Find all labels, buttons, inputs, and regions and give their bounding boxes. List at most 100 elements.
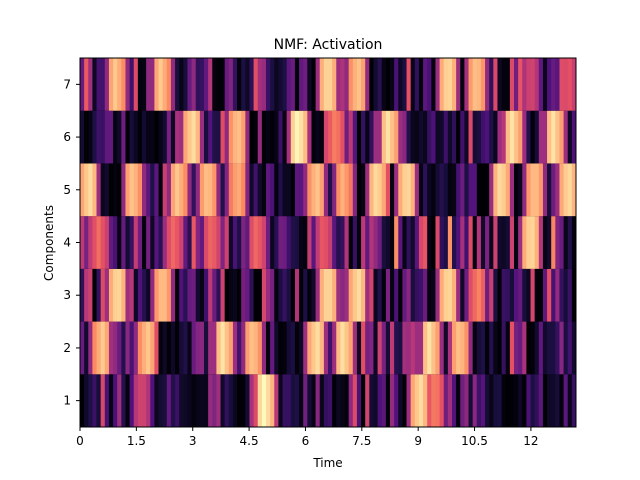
heatmap-cell [224,374,230,427]
heatmap-cell [480,163,486,217]
heatmap-cell [480,268,486,322]
heatmap-cell [303,163,308,217]
heatmap-cell [559,58,564,111]
heatmap-cell [294,163,300,217]
heatmap-cell [133,321,139,375]
heatmap-cell [332,216,337,269]
heatmap-cell [129,268,135,322]
heatmap-cell [125,268,130,322]
heatmap-cell [104,110,110,164]
heatmap-cell [460,374,465,427]
heatmap-cell [170,58,176,111]
heatmap-cell [129,321,135,375]
heatmap-cell [328,268,333,322]
heatmap-cell [237,374,242,427]
heatmap-cell [559,374,564,427]
heatmap-cell [183,321,188,375]
heatmap-cell [212,58,217,111]
x-tick-label: 9 [414,434,422,448]
heatmap-cell [497,163,502,217]
heatmap-cell [117,163,122,217]
heatmap-cell [472,374,478,427]
heatmap-cell [452,163,457,217]
heatmap-cell [547,110,552,164]
heatmap-cell [443,374,449,427]
heatmap-cell [542,268,548,322]
heatmap-cell [348,58,354,111]
heatmap-cell [547,268,552,322]
heatmap-cell [108,58,114,111]
heatmap-cell [142,374,147,427]
heatmap-cell [88,321,93,375]
heatmap-cell [158,110,164,164]
heatmap-cell [96,321,102,375]
heatmap-cell [274,268,279,322]
heatmap-cell [113,110,118,164]
heatmap-cell [204,268,209,322]
heatmap-cell [559,163,564,217]
heatmap-cell [311,216,316,269]
heatmap-cell [365,268,370,322]
heatmap-cell [418,163,424,217]
heatmap-cell [323,374,329,427]
heatmap-cell [559,268,564,322]
heatmap-cell [270,110,275,164]
heatmap-cell [170,163,176,217]
heatmap-cell [377,58,383,111]
heatmap-cell [117,58,122,111]
heatmap-cell [191,374,197,427]
heatmap-cell [485,321,490,375]
heatmap-cell [381,216,387,269]
heatmap-cell [476,58,482,111]
heatmap-cell [224,216,230,269]
heatmap-cell [340,321,345,375]
heatmap-cell [410,374,416,427]
heatmap-cell [199,163,205,217]
heatmap-cell [137,216,143,269]
y-tick-label: 4 [63,236,71,250]
heatmap-cell [410,58,416,111]
y-tick-label: 7 [63,77,71,91]
heatmap-cell [361,110,366,164]
heatmap-cell [125,110,130,164]
heatmap-cell [183,110,188,164]
heatmap-cell [129,374,135,427]
heatmap-cell [121,163,126,217]
heatmap-cell [509,321,515,375]
heatmap-cell [121,321,126,375]
heatmap-cell [509,58,515,111]
heatmap-cell [348,268,354,322]
heatmap-cell [328,110,333,164]
heatmap-cell [332,321,337,375]
heatmap-cell [253,321,259,375]
heatmap-cell [373,268,378,322]
heatmap-cell [158,163,164,217]
heatmap-cell [472,268,478,322]
heatmap-cell [88,216,93,269]
heatmap-cell [489,268,494,322]
heatmap-cell [348,321,354,375]
heatmap-cell [497,110,502,164]
heatmap-cell [427,268,432,322]
heatmap-cell [460,58,465,111]
heatmap-cell [406,374,412,427]
heatmap-cell [423,163,428,217]
heatmap-cell [530,216,536,269]
heatmap-cell [282,163,288,217]
heatmap-cell [344,110,350,164]
heatmap-cell [208,321,213,375]
heatmap-cell [373,110,378,164]
heatmap-cell [398,110,403,164]
heatmap-cell [245,268,250,322]
heatmap-cell [497,321,502,375]
heatmap-cell [514,374,519,427]
heatmap-cell [154,163,159,217]
heatmap-cell [547,321,552,375]
heatmap-cell [315,268,321,322]
heatmap-cell [555,374,560,427]
heatmap-cell [175,216,180,269]
heatmap-cell [485,374,490,427]
heatmap-cell [418,321,424,375]
heatmap-cell [423,110,428,164]
heatmap-cell [509,268,515,322]
